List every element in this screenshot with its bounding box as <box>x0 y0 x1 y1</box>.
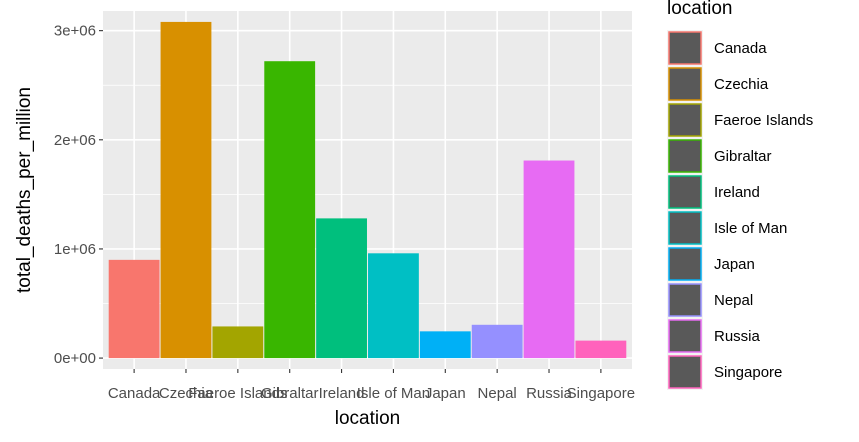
legend-label: Isle of Man <box>714 220 787 237</box>
bar-isle-of-man <box>368 253 419 359</box>
legend-item: Ireland <box>667 174 760 210</box>
x-tick-label: Japan <box>425 385 466 402</box>
legend-item: Nepal <box>667 282 753 318</box>
x-tick-label: Isle of Man <box>357 385 430 402</box>
legend-swatch <box>668 67 702 101</box>
legend-title: location <box>667 0 733 19</box>
y-axis-title: total_deaths_per_million <box>14 87 35 293</box>
x-tick-label: Nepal <box>478 385 517 402</box>
bar-faeroe-islands <box>212 326 264 359</box>
legend-item: Faeroe Islands <box>667 102 813 138</box>
legend-swatch <box>668 175 702 209</box>
legend-item: Japan <box>667 246 755 282</box>
y-tick-label: 0e+00 <box>54 350 96 367</box>
legend-swatch <box>668 31 702 65</box>
legend-item: Canada <box>667 30 767 66</box>
y-tick-label: 1e+06 <box>54 241 96 258</box>
bar-japan <box>419 331 471 359</box>
x-tick-label: Singapore <box>567 385 635 402</box>
legend-label: Nepal <box>714 292 753 309</box>
bar-czechia <box>160 21 212 359</box>
legend-label: Japan <box>714 256 755 273</box>
legend-item: Singapore <box>667 354 782 390</box>
legend-item: Russia <box>667 318 761 354</box>
legend-label: Gibraltar <box>714 148 772 165</box>
bars <box>108 21 627 359</box>
bar-singapore <box>575 340 627 359</box>
x-tick-label: Faeroe Islands <box>188 385 287 402</box>
x-tick-label: Russia <box>526 385 573 402</box>
legend-item: Isle of Man <box>667 210 787 246</box>
bar-russia <box>523 160 575 359</box>
legend-item: Czechia <box>667 66 769 102</box>
legend-swatch <box>668 319 702 353</box>
legend-item: Gibraltar <box>667 138 772 174</box>
x-tick-label: Czechia <box>159 385 214 402</box>
legend-label: Czechia <box>714 76 769 93</box>
x-tick-label: Canada <box>108 385 161 402</box>
x-tick-label: Ireland <box>319 385 365 402</box>
legend-swatch <box>668 103 702 137</box>
legend-label: Russia <box>714 328 761 345</box>
y-tick-label: 3e+06 <box>54 23 96 40</box>
bar-canada <box>108 259 160 359</box>
legend-swatch <box>668 139 702 173</box>
legend-swatch <box>668 247 702 281</box>
legend-swatch <box>668 355 702 389</box>
legend-label: Ireland <box>714 184 760 201</box>
y-tick-label: 2e+06 <box>54 132 96 149</box>
legend-swatch <box>668 283 702 317</box>
legend-label: Faeroe Islands <box>714 112 813 129</box>
bar-ireland <box>316 218 367 359</box>
bar-gibraltar <box>264 61 316 359</box>
x-tick-label: Gibraltar <box>261 385 319 402</box>
legend: location Canada Czechia Faeroe Islands Gibr… <box>667 0 813 390</box>
legend-label: Singapore <box>714 364 782 381</box>
x-axis-title: location <box>335 408 401 429</box>
legend-label: Canada <box>714 40 767 57</box>
bar-nepal <box>471 324 523 359</box>
y-axis-ticks: 0e+00 1e+06 2e+06 3e+06 <box>54 23 103 367</box>
legend-swatch <box>668 211 702 245</box>
